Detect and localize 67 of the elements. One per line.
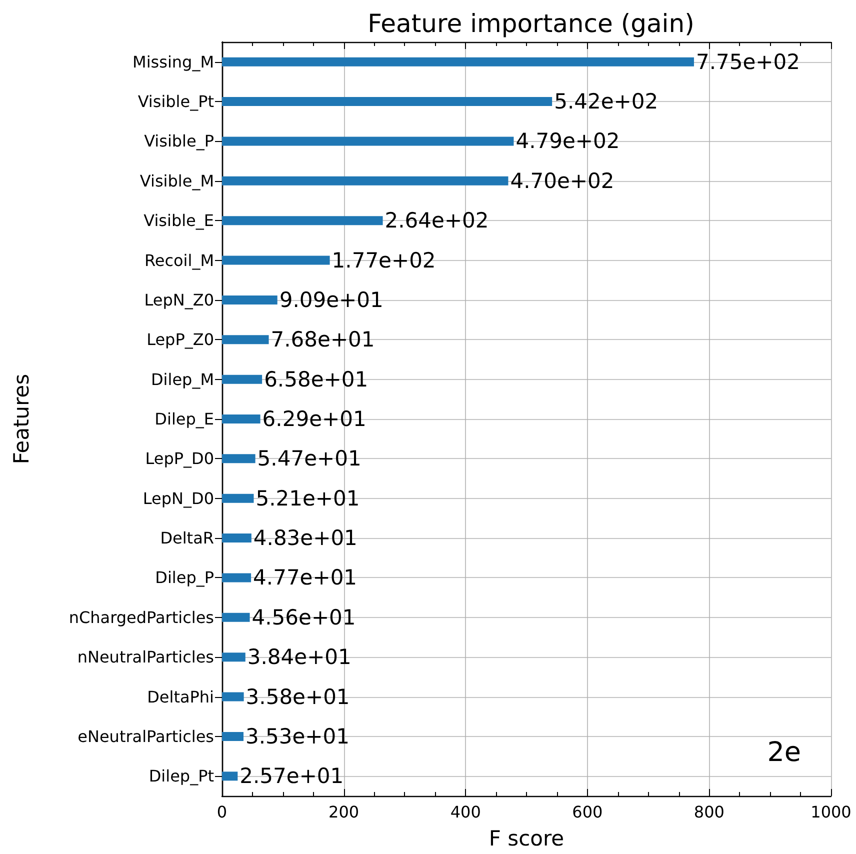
y-tick-label: Visible_E xyxy=(144,211,214,230)
y-tick-label: Dilep_Pt xyxy=(148,766,214,786)
y-tick-label: nNeutralParticles xyxy=(77,648,214,667)
bar xyxy=(222,732,244,741)
bar xyxy=(222,216,383,226)
data-label: 5.42e+02 xyxy=(554,90,658,114)
data-label: 2.64e+02 xyxy=(384,208,489,233)
y-tick-label: Dilep_M xyxy=(150,370,214,389)
y-tick-label: eNeutralParticles xyxy=(78,726,214,746)
bar xyxy=(222,295,278,304)
y-tick-label: DeltaR xyxy=(160,528,214,548)
x-tick-label: 200 xyxy=(328,802,360,822)
bar xyxy=(222,97,552,106)
annotation: 2e xyxy=(767,737,802,768)
data-label: 1.77e+02 xyxy=(332,248,436,272)
bar xyxy=(222,414,260,424)
data-label: 5.21e+01 xyxy=(256,486,360,510)
x-tick-label: 400 xyxy=(450,802,481,822)
bar xyxy=(222,652,246,662)
data-label: 9.09e+01 xyxy=(279,288,384,312)
data-label: 4.83e+01 xyxy=(253,526,358,550)
y-tick-label: Recoil_M xyxy=(144,250,214,270)
y-tick-label: Dilep_P xyxy=(155,568,214,588)
bar xyxy=(222,256,330,265)
data-label: 4.56e+01 xyxy=(252,605,356,630)
data-label: 5.47e+01 xyxy=(257,446,362,471)
data-label: 7.75e+02 xyxy=(696,50,800,74)
y-tick-label: Missing_M xyxy=(132,52,214,72)
bar xyxy=(222,772,238,781)
y-tick-label: Visible_M xyxy=(140,171,214,190)
y-tick-label: Visible_Pt xyxy=(138,92,214,112)
data-label: 7.68e+01 xyxy=(270,328,375,352)
x-tick-label: 600 xyxy=(572,802,603,822)
bar xyxy=(222,692,244,702)
x-tick-label: 0 xyxy=(216,802,228,822)
x-tick-label: 800 xyxy=(694,802,724,822)
x-axis-title: F score xyxy=(488,826,564,850)
y-tick-label: nChargedParticles xyxy=(68,608,214,627)
chart-title: Feature importance (gain) xyxy=(368,9,694,38)
data-label: 6.29e+01 xyxy=(262,407,366,431)
y-axis-title: Features xyxy=(10,374,34,464)
data-label: 4.77e+01 xyxy=(253,566,358,590)
y-tick-label: LepN_Z0 xyxy=(144,290,214,310)
data-label: 6.58e+01 xyxy=(264,367,368,392)
bar xyxy=(222,176,508,186)
y-tick-label: DeltaPhi xyxy=(147,687,214,706)
data-label: 3.84e+01 xyxy=(247,645,352,670)
bar xyxy=(222,534,252,543)
data-label: 3.58e+01 xyxy=(246,684,350,709)
y-tick-label: LepP_D0 xyxy=(145,449,214,468)
data-label: 3.53e+01 xyxy=(246,724,350,748)
bar xyxy=(222,335,269,344)
bar xyxy=(222,57,694,66)
y-tick-label: Visible_P xyxy=(144,132,214,151)
bar xyxy=(222,374,262,384)
bar xyxy=(222,612,250,622)
y-tick-label: LepP_Z0 xyxy=(146,330,214,350)
bar xyxy=(222,494,254,503)
bar xyxy=(222,136,514,146)
data-label: 4.70e+02 xyxy=(510,168,614,193)
y-tick-label: LepN_D0 xyxy=(142,488,214,508)
bar xyxy=(222,573,252,582)
y-tick-label: Dilep_E xyxy=(154,410,214,428)
x-tick-label: 1000 xyxy=(810,802,852,822)
data-label: 4.79e+02 xyxy=(516,129,620,154)
data-label: 2.57e+01 xyxy=(240,764,344,788)
bar xyxy=(222,454,256,464)
